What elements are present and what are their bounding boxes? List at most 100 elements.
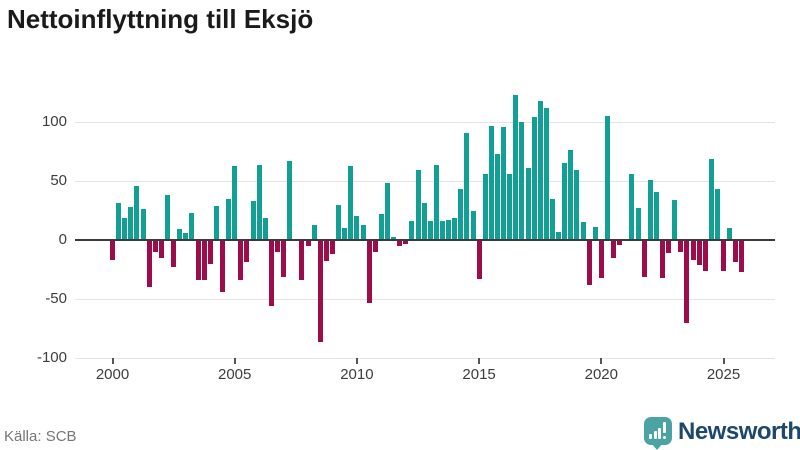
y-axis-label: 0 <box>58 231 67 248</box>
bar-negative <box>275 240 280 252</box>
bar-positive <box>708 158 714 240</box>
bar-negative <box>372 240 378 252</box>
bar-positive <box>183 232 189 240</box>
bar-positive <box>336 204 342 240</box>
bar-positive <box>311 224 317 240</box>
bar-positive <box>714 189 720 240</box>
x-axis-label: 2005 <box>218 366 252 383</box>
bar-positive <box>116 203 122 240</box>
bar-positive <box>549 198 555 240</box>
speech-bubble-tail <box>651 443 663 450</box>
y-gridline <box>75 357 775 359</box>
bar-positive <box>427 221 433 240</box>
x-axis-label: 2025 <box>706 366 741 383</box>
bar-negative <box>158 240 164 258</box>
bar-positive <box>122 217 128 240</box>
bar-positive <box>488 125 494 240</box>
x-axis-label: 2020 <box>584 366 618 383</box>
bar-positive <box>165 195 170 240</box>
bar-negative <box>617 240 623 245</box>
bar-positive <box>342 228 348 240</box>
bar-negative <box>739 240 745 272</box>
bar-positive <box>513 94 519 240</box>
zero-axis-line <box>75 239 775 241</box>
x-axis-tick <box>233 358 236 364</box>
y-axis-label: -50 <box>45 290 67 307</box>
bar-negative <box>317 240 323 342</box>
x-axis-label: 2000 <box>95 366 130 383</box>
bar-positive <box>580 222 586 240</box>
brand-name: Newsworthy <box>678 418 800 445</box>
bar-negative <box>152 240 158 252</box>
bar-negative <box>244 240 250 263</box>
x-axis-tick <box>722 358 725 364</box>
bar-negative <box>201 240 207 281</box>
bar-positive <box>232 165 238 240</box>
bar-negative <box>171 240 177 268</box>
bar-positive <box>647 179 653 240</box>
bar-negative <box>110 240 115 261</box>
bar-negative <box>366 240 372 303</box>
bar-negative <box>238 240 244 281</box>
source-caption: Källa: SCB <box>4 428 77 445</box>
bar-negative <box>268 240 274 307</box>
x-axis-label: 2010 <box>340 366 374 383</box>
bar-positive <box>592 227 598 240</box>
bar-positive <box>256 164 262 240</box>
bar-positive <box>391 236 397 240</box>
bar-negative <box>299 240 305 281</box>
bar-positive <box>415 170 421 240</box>
bar-positive <box>177 229 183 240</box>
bar-negative <box>330 240 335 255</box>
bar-positive <box>262 217 268 240</box>
bar-positive <box>458 189 464 240</box>
bar-negative <box>220 240 225 292</box>
bar-positive <box>446 219 452 240</box>
bar-positive <box>287 160 293 240</box>
bar-positive <box>537 100 543 240</box>
brand-logo: Newsworthy <box>644 416 800 450</box>
bar-positive <box>354 216 360 240</box>
bar-negative <box>666 240 671 253</box>
bar-negative <box>598 240 604 278</box>
bar-negative <box>733 240 739 263</box>
bar-positive <box>128 207 134 240</box>
bar-positive <box>134 185 140 240</box>
bar-positive <box>635 208 641 240</box>
bar-positive <box>250 201 256 240</box>
x-axis-label: 2015 <box>462 366 496 383</box>
bar-positive <box>226 198 232 240</box>
bar-positive <box>672 199 678 240</box>
bar-negative <box>659 240 665 278</box>
chart-title: Nettoinflyttning till Eksjö <box>7 4 314 34</box>
bar-positive <box>189 212 195 240</box>
x-axis-tick <box>600 358 603 364</box>
bar-positive <box>568 150 574 240</box>
bar-positive <box>360 224 366 240</box>
bar-positive <box>421 203 427 240</box>
bar-positive <box>525 168 531 240</box>
bar-negative <box>702 240 708 271</box>
bar-positive <box>531 117 537 240</box>
bar-negative <box>281 240 287 277</box>
bar-negative <box>611 240 616 258</box>
x-axis-tick <box>478 358 481 364</box>
bar-negative <box>696 240 702 265</box>
bar-negative <box>146 240 152 288</box>
bar-negative <box>690 240 696 261</box>
bar-positive <box>519 122 525 240</box>
bar-positive <box>494 153 500 240</box>
x-axis-tick <box>111 358 114 364</box>
x-axis-tick <box>355 358 358 364</box>
bar-positive <box>213 205 219 240</box>
bar-positive <box>562 163 568 240</box>
bar-positive <box>574 170 580 240</box>
bar-positive <box>409 221 415 240</box>
bar-positive <box>543 107 549 240</box>
bar-positive <box>433 164 439 240</box>
bar-negative <box>195 240 201 281</box>
bar-positive <box>384 183 390 240</box>
bar-positive <box>482 173 488 240</box>
bar-positive <box>452 217 458 240</box>
